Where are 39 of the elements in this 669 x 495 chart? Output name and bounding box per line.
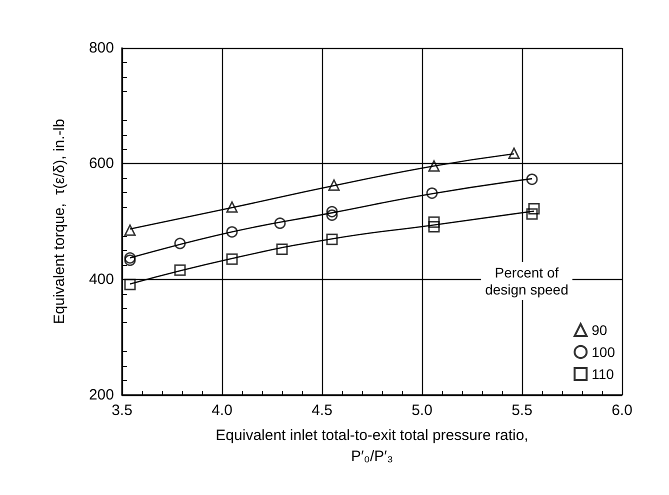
y-tick-label: 600 <box>88 155 114 172</box>
x-tick-label: 5.0 <box>412 402 432 419</box>
y-tick-label: 400 <box>88 270 114 288</box>
legend-title: Percent of design speed <box>485 264 568 298</box>
point <box>226 253 238 265</box>
point <box>226 226 238 238</box>
point <box>226 201 238 213</box>
x-tick-label: 5.5 <box>512 402 532 419</box>
point <box>174 264 186 276</box>
y-axis-title: Equivalent torque, τ(ε/δ), in.-lb <box>51 118 68 324</box>
point <box>328 179 340 191</box>
y-tick-label: 800 <box>88 40 114 56</box>
y-tick-label: 200 <box>88 386 114 404</box>
point <box>428 216 440 228</box>
legend-label: 90 <box>592 322 608 338</box>
point <box>326 206 338 218</box>
point <box>426 187 438 199</box>
point <box>274 217 286 229</box>
point <box>428 220 440 232</box>
x-tick-label: 3.5 <box>112 402 132 419</box>
point <box>276 244 288 256</box>
x-axis-title: Equivalent inlet total-to-exit total pressure ratio, P′₀/P′₃ <box>216 427 528 465</box>
point <box>124 252 136 264</box>
legend-label: 100 <box>592 344 616 360</box>
point <box>526 174 538 186</box>
x-tick-label: 4.0 <box>212 402 232 419</box>
point <box>528 203 540 215</box>
point <box>326 234 338 246</box>
point <box>428 160 440 172</box>
x-tick-label: 4.5 <box>312 402 332 419</box>
point <box>326 209 338 221</box>
x-tick-label: 6.0 <box>612 402 632 419</box>
point <box>508 148 520 160</box>
point <box>526 208 538 220</box>
point <box>124 224 136 236</box>
legend-label: 110 <box>592 366 614 382</box>
point <box>124 278 136 290</box>
point <box>124 254 136 266</box>
point <box>174 238 186 250</box>
